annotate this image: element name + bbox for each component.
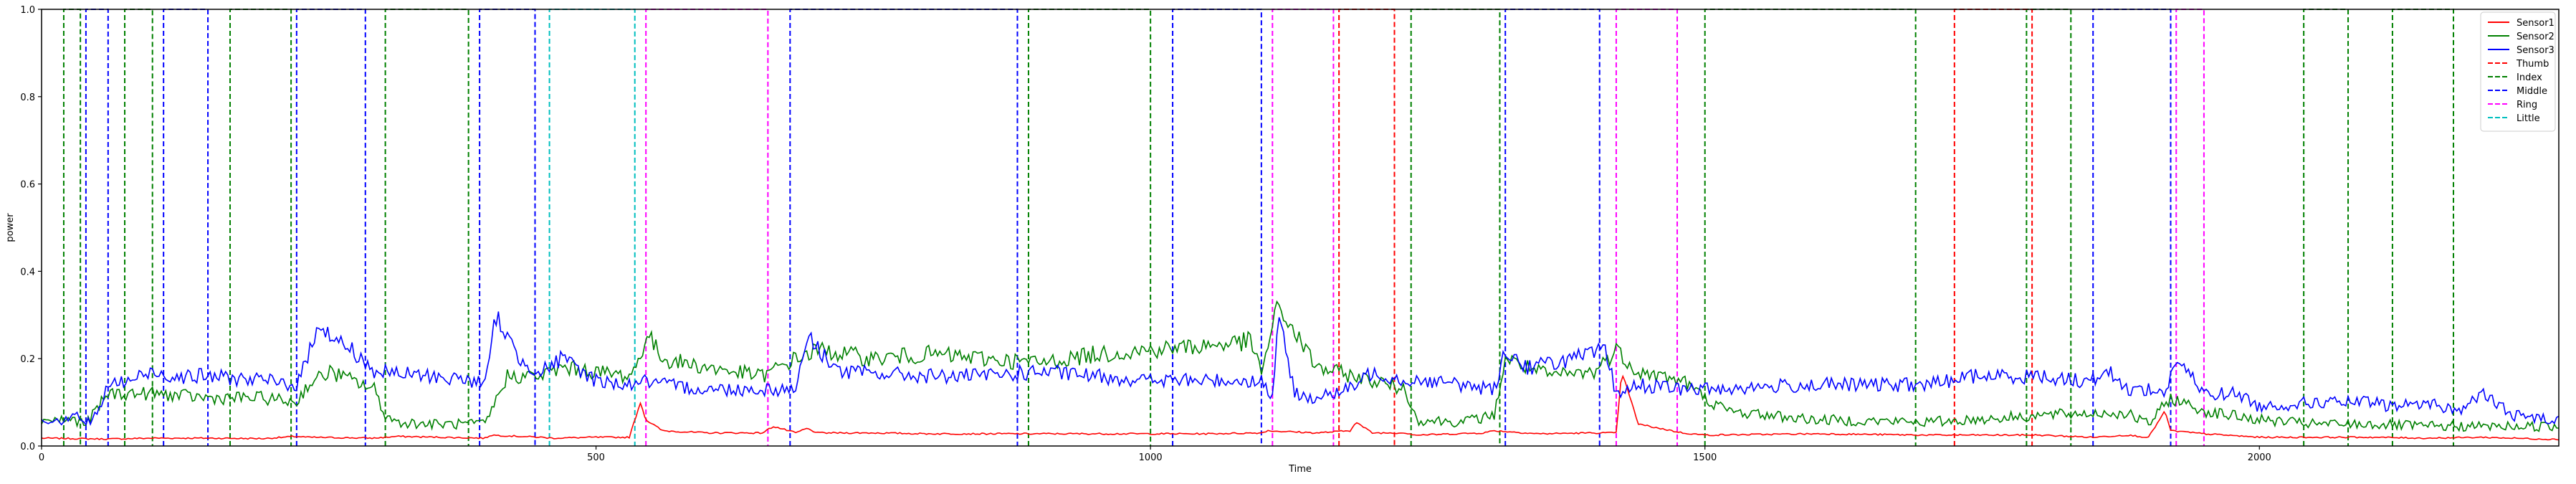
- y-tick-label: 0.8: [20, 92, 35, 103]
- series-ring: [645, 9, 2205, 446]
- legend-label-thumb: Thumb: [2516, 59, 2549, 70]
- legend-label-sensor2: Sensor2: [2517, 32, 2554, 42]
- legend-label-sensor3: Sensor3: [2517, 45, 2554, 56]
- x-axis-label: Time: [1288, 464, 1312, 475]
- series-sensor2: [41, 300, 2560, 432]
- y-tick-label: 0.2: [20, 354, 35, 365]
- x-tick-label: 500: [587, 452, 605, 463]
- y-axis-label: power: [5, 213, 16, 242]
- plot-frame: [41, 9, 2560, 447]
- y-tick-label: 0.4: [20, 267, 35, 277]
- series-sensor3: [41, 311, 2560, 426]
- x-tick-label: 2000: [2248, 452, 2271, 463]
- legend-label-little: Little: [2517, 113, 2540, 124]
- y-tick-label: 1.0: [20, 5, 35, 16]
- legend-box: [2480, 11, 2556, 132]
- series-sensor1: [41, 374, 2560, 441]
- x-tick-label: 1000: [1139, 452, 1163, 463]
- y-tick-label: 0.0: [20, 442, 35, 452]
- x-axis: 0 500 1000 1500 2000: [39, 446, 2271, 463]
- legend-label-sensor1: Sensor1: [2517, 18, 2554, 29]
- y-tick-label: 0.6: [20, 180, 35, 191]
- legend: Sensor1 Sensor2 Sensor3 Thumb Index Middle Rin…: [2480, 11, 2556, 132]
- plot-curves: [41, 9, 2560, 446]
- legend-label-index: Index: [2517, 72, 2542, 83]
- legend-label-middle: Middle: [2517, 86, 2547, 97]
- x-tick-label: 1500: [1693, 452, 1717, 463]
- y-axis: 0.0 0.2 0.4 0.6 0.8 1.0: [20, 5, 42, 452]
- x-tick-label: 0: [39, 452, 44, 463]
- legend-label-ring: Ring: [2517, 100, 2537, 110]
